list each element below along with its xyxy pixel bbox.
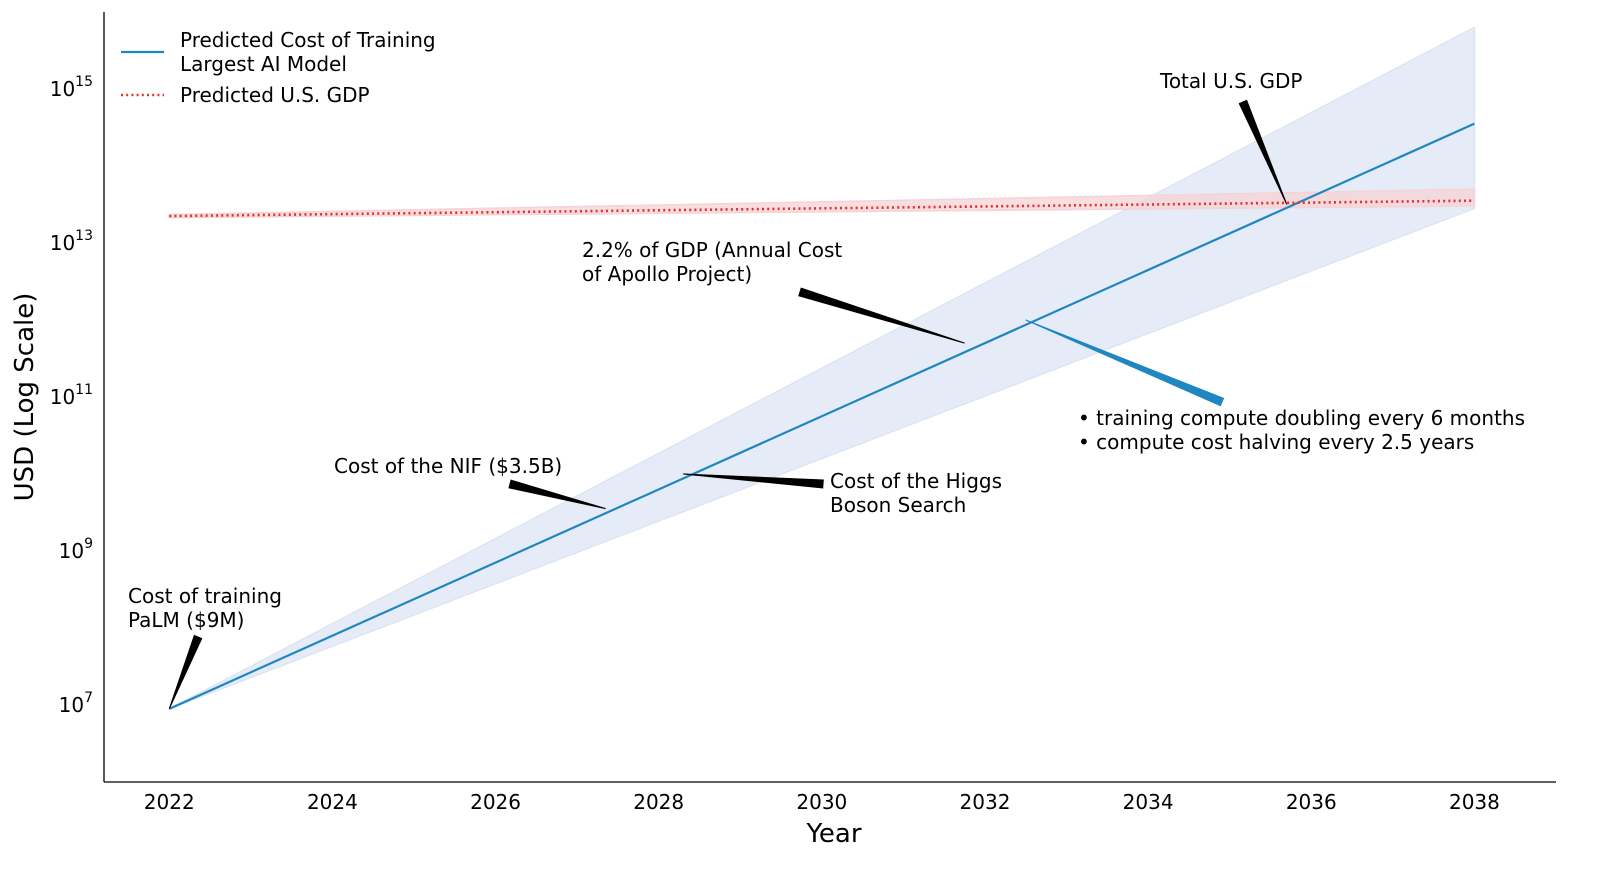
confidence-bands [168,26,1476,710]
annotation-label-5-1: • compute cost halving every 2.5 years [1078,430,1474,454]
y-tick-label-0: 107 [59,690,93,717]
annotation-arrow-0 [168,634,203,710]
y-tick-label-3: 1013 [50,228,93,255]
y-tick-exponent-0: 7 [84,690,93,706]
y-axis-title: USD (Log Scale) [10,293,40,502]
x-tick-label-0: 2022 [144,790,195,814]
annotation-label-2-1: Boson Search [830,493,966,517]
x-tick-label-6: 2034 [1123,790,1174,814]
annotation-label-4-0: Total U.S. GDP [1159,69,1302,93]
y-tick-base-1: 10 [59,539,84,563]
legend-label-0: Predicted Cost of Training Largest AI Mod… [180,28,436,76]
x-tick-label-4: 2030 [796,790,847,814]
annotation-label-3-0: 2.2% of GDP (Annual Cost [582,238,842,262]
series-band-1 [168,188,1476,219]
x-tick-label-1: 2024 [307,790,358,814]
x-tick-label-5: 2032 [960,790,1011,814]
y-tick-exponent-3: 13 [75,228,93,244]
annotation-label-0-0: Cost of training [128,584,282,608]
annotation-arrow-3 [798,287,965,344]
x-tick-label-2: 2026 [470,790,521,814]
x-tick-label-7: 2036 [1286,790,1337,814]
annotation-arrow-5 [1025,319,1225,407]
series-line-0 [168,122,1475,710]
annotation-arrow-1 [508,479,606,510]
y-tick-exponent-2: 11 [75,382,93,398]
legend: Predicted Cost of Training Largest AI Mod… [121,28,436,107]
y-tick-exponent-4: 15 [75,74,93,90]
annotation-label-5-0: • training compute doubling every 6 mont… [1078,406,1525,430]
series-lines [168,122,1475,710]
annotation-label-3-1: of Apollo Project) [582,262,752,286]
annotation-label-2-0: Cost of the Higgs [830,469,1002,493]
annotation-arrow-4 [1238,99,1288,205]
y-tick-base-4: 10 [50,77,75,101]
x-tick-label-3: 2028 [633,790,684,814]
y-tick-label-1: 109 [59,536,93,563]
x-tick-label-8: 2038 [1449,790,1500,814]
axes: 2022 2024 2026 2028 2030 2032 2034 2036 20381071… [10,12,1556,849]
y-tick-exponent-1: 9 [84,536,93,552]
annotation-label-0-1: PaLM ($9M) [128,608,244,632]
series-band-0 [168,26,1476,710]
legend-label-1: Predicted U.S. GDP [180,83,370,107]
series-line-1 [169,199,1475,218]
y-tick-base-3: 10 [50,231,75,255]
annotation-label-1-0: Cost of the NIF ($3.5B) [334,454,562,478]
x-axis-title: Year [805,819,861,849]
y-tick-label-2: 1011 [50,382,93,409]
y-tick-base-2: 10 [50,385,75,409]
y-tick-label-4: 1015 [50,74,93,101]
annotation-arrow-2 [683,473,824,489]
y-tick-base-0: 10 [59,693,84,717]
